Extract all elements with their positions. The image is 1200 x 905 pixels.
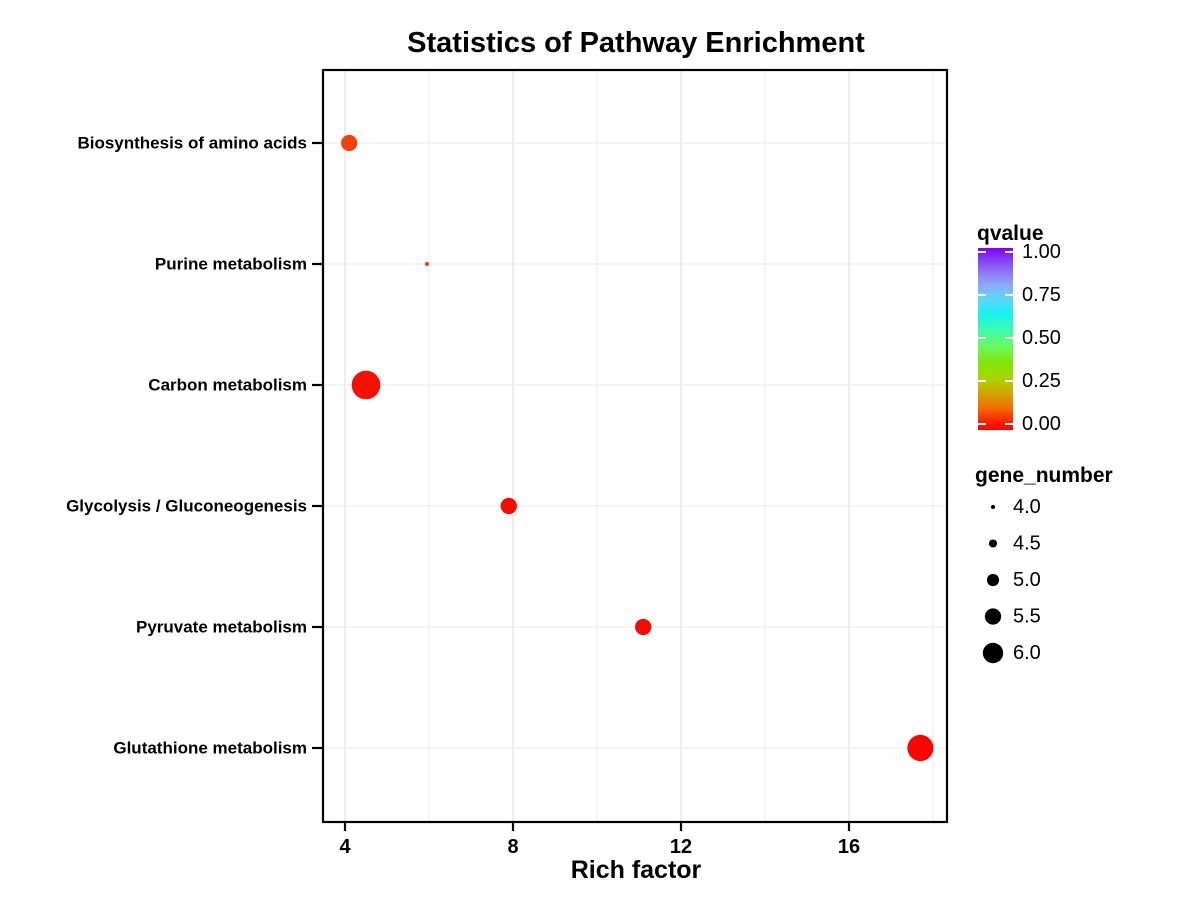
gene-number-legend-dot — [984, 608, 1002, 625]
gene-number-legend-label: 5.5 — [1013, 606, 1041, 628]
qvalue-tick-label: 0.75 — [1022, 284, 1061, 306]
gene-number-legend-label: 4.5 — [1013, 533, 1041, 555]
qvalue-tick-label: 0.50 — [1022, 327, 1061, 349]
y-axis-category-label: Biosynthesis of amino acids — [77, 134, 307, 153]
y-axis-category-label: Purine metabolism — [155, 255, 307, 274]
qvalue-colorbar-labels: 1.00 0.75 0.50 0.25 0.00 — [1022, 241, 1061, 435]
gene-number-legend: gene_number 4.0 4.5 5.0 5.5 6.0 — [975, 464, 1113, 664]
gene-number-legend-label: 4.0 — [1013, 496, 1041, 518]
chart-title: Statistics of Pathway Enrichment — [407, 27, 865, 59]
y-axis-category-label: Carbon metabolism — [148, 376, 307, 395]
x-tick-label: 16 — [838, 836, 860, 858]
pathway-point — [500, 497, 517, 515]
x-axis-title: Rich factor — [571, 856, 702, 884]
panel-gridlines — [323, 70, 947, 822]
gene-number-legend-dot — [986, 573, 1000, 587]
y-axis-category-label: Pyruvate metabolism — [136, 618, 307, 637]
qvalue-legend-title: qvalue — [977, 222, 1044, 245]
gene-number-legend-label: 6.0 — [1013, 642, 1041, 664]
y-axis-category-label: Glycolysis / Gluconeogenesis — [66, 497, 307, 516]
qvalue-tick-label: 0.25 — [1022, 370, 1061, 392]
gene-number-legend-dot — [991, 505, 995, 509]
qvalue-colorbar-ticks — [978, 251, 1013, 425]
pathway-point — [351, 370, 381, 400]
panel-border — [321, 68, 949, 824]
x-tick-label: 8 — [507, 836, 518, 858]
pathway-point — [907, 734, 934, 762]
axes: 4 8 12 16 Biosynthesis of amino acids Purine … — [66, 134, 860, 859]
x-tick-label: 4 — [339, 836, 351, 858]
gene-number-legend-title: gene_number — [975, 464, 1113, 487]
gene-number-legend-items: 4.0 4.5 5.0 5.5 6.0 — [982, 496, 1041, 664]
qvalue-legend: qvalue 1.00 0.75 0.50 0.25 0.00 — [977, 222, 1061, 435]
gene-number-legend-dot — [988, 539, 998, 548]
qvalue-tick-label: 1.00 — [1022, 241, 1061, 263]
gene-number-legend-label: 5.0 — [1013, 569, 1041, 591]
pathway-point — [424, 262, 429, 266]
y-axis-category-label: Glutathione metabolism — [113, 739, 307, 758]
pathway-point — [635, 618, 652, 636]
data-points — [341, 134, 934, 762]
pathway-point — [341, 134, 358, 152]
qvalue-tick-label: 0.00 — [1022, 413, 1061, 435]
x-tick-label: 12 — [670, 836, 692, 858]
gene-number-legend-dot — [982, 642, 1004, 664]
